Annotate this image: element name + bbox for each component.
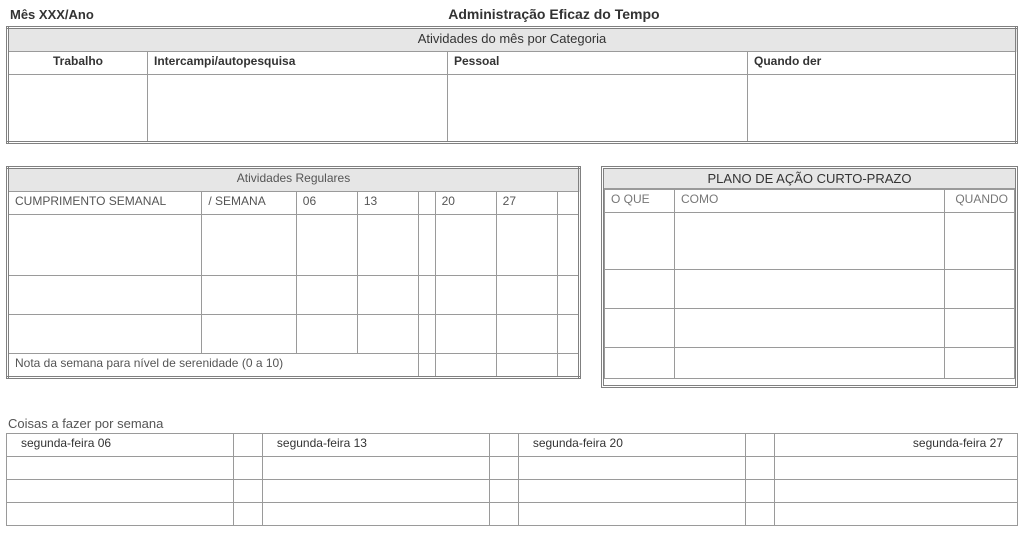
plan-cell[interactable] (675, 270, 945, 309)
cell-trabalho[interactable] (8, 75, 148, 143)
gap (745, 503, 774, 526)
todo-cell[interactable] (518, 480, 745, 503)
gap (233, 434, 262, 457)
todo-cell[interactable] (262, 503, 489, 526)
gap (745, 480, 774, 503)
todo-cell[interactable] (774, 457, 1017, 480)
reg-cell[interactable] (202, 276, 296, 315)
regular-activities-table: Atividades Regulares CUMPRIMENTO SEMANAL… (6, 166, 581, 379)
serenity-footer: Nota da semana para nível de serenidade … (8, 354, 419, 378)
reg-cell[interactable] (435, 215, 496, 276)
weekly-todo-table: segunda-feira 06 segunda-feira 13 segund… (6, 433, 1018, 526)
week-27: 27 (496, 192, 557, 215)
col-oque: O QUE (605, 190, 675, 213)
page-title: Administração Eficaz do Tempo (94, 6, 1014, 22)
plan-cell[interactable] (605, 213, 675, 270)
reg-cell[interactable] (296, 215, 357, 276)
reg-cell[interactable] (357, 215, 418, 276)
todo-cell[interactable] (7, 503, 234, 526)
reg-cell[interactable] (496, 315, 557, 354)
plan-cell[interactable] (605, 348, 675, 379)
gap (233, 457, 262, 480)
reg-cell[interactable] (496, 276, 557, 315)
cell-pessoal[interactable] (448, 75, 748, 143)
reg-cell[interactable] (557, 315, 579, 354)
todo-cell[interactable] (7, 457, 234, 480)
day-13: segunda-feira 13 (262, 434, 489, 457)
gap (489, 434, 518, 457)
plan-cell[interactable] (675, 309, 945, 348)
short-term-plan-title: PLANO DE AÇÃO CURTO-PRAZO (604, 169, 1015, 189)
col-quando: QUANDO (945, 190, 1015, 213)
reg-cell[interactable] (496, 215, 557, 276)
row-label: CUMPRIMENTO SEMANAL (8, 192, 202, 215)
cell-quandoder[interactable] (748, 75, 1017, 143)
categories-title: Atividades do mês por Categoria (8, 28, 1017, 52)
gap (489, 480, 518, 503)
trailing (557, 192, 579, 215)
week-20: 20 (435, 192, 496, 215)
reg-cell[interactable] (8, 215, 202, 276)
plan-cell[interactable] (945, 348, 1015, 379)
weekly-todo-title: Coisas a fazer por semana (6, 416, 1018, 433)
gap (418, 354, 435, 378)
reg-cell[interactable] (296, 276, 357, 315)
categories-table: Atividades do mês por Categoria Trabalho… (6, 26, 1018, 144)
plan-cell[interactable] (945, 270, 1015, 309)
gap (233, 503, 262, 526)
reg-cell[interactable] (557, 276, 579, 315)
todo-cell[interactable] (518, 457, 745, 480)
todo-cell[interactable] (774, 480, 1017, 503)
gap (489, 457, 518, 480)
month-label: Mês XXX/Ano (10, 7, 94, 22)
gap (418, 276, 435, 315)
todo-cell[interactable] (7, 480, 234, 503)
reg-cell[interactable] (202, 215, 296, 276)
reg-cell[interactable] (8, 315, 202, 354)
day-27: segunda-feira 27 (774, 434, 1017, 457)
week-13: 13 (357, 192, 418, 215)
gap (233, 480, 262, 503)
todo-cell[interactable] (262, 457, 489, 480)
short-term-plan-table: O QUE COMO QUANDO (604, 189, 1015, 379)
reg-cell[interactable] (357, 315, 418, 354)
plan-cell[interactable] (945, 309, 1015, 348)
day-06: segunda-feira 06 (7, 434, 234, 457)
short-term-plan: PLANO DE AÇÃO CURTO-PRAZO O QUE COMO QUA… (601, 166, 1018, 388)
plan-cell[interactable] (945, 213, 1015, 270)
todo-cell[interactable] (774, 503, 1017, 526)
per-week-label: / SEMANA (202, 192, 296, 215)
reg-cell[interactable] (357, 276, 418, 315)
reg-cell[interactable] (202, 315, 296, 354)
plan-cell[interactable] (675, 213, 945, 270)
gap (418, 315, 435, 354)
col-como: COMO (675, 190, 945, 213)
reg-cell[interactable] (435, 276, 496, 315)
week-06: 06 (296, 192, 357, 215)
todo-cell[interactable] (518, 503, 745, 526)
col-intercampi: Intercampi/autopesquisa (148, 52, 448, 75)
plan-cell[interactable] (605, 309, 675, 348)
reg-cell[interactable] (296, 315, 357, 354)
reg-cell[interactable] (557, 215, 579, 276)
plan-cell[interactable] (605, 270, 675, 309)
day-20: segunda-feira 20 (518, 434, 745, 457)
todo-cell[interactable] (262, 480, 489, 503)
reg-cell[interactable] (435, 354, 496, 378)
reg-cell[interactable] (435, 315, 496, 354)
col-trabalho: Trabalho (8, 52, 148, 75)
gap (745, 434, 774, 457)
col-pessoal: Pessoal (448, 52, 748, 75)
gap (418, 192, 435, 215)
gap (489, 503, 518, 526)
cell-intercampi[interactable] (148, 75, 448, 143)
reg-cell[interactable] (557, 354, 579, 378)
plan-cell[interactable] (675, 348, 945, 379)
col-quandoder: Quando der (748, 52, 1017, 75)
gap (418, 215, 435, 276)
reg-cell[interactable] (496, 354, 557, 378)
gap (745, 457, 774, 480)
reg-cell[interactable] (8, 276, 202, 315)
regular-activities-title: Atividades Regulares (8, 168, 580, 192)
